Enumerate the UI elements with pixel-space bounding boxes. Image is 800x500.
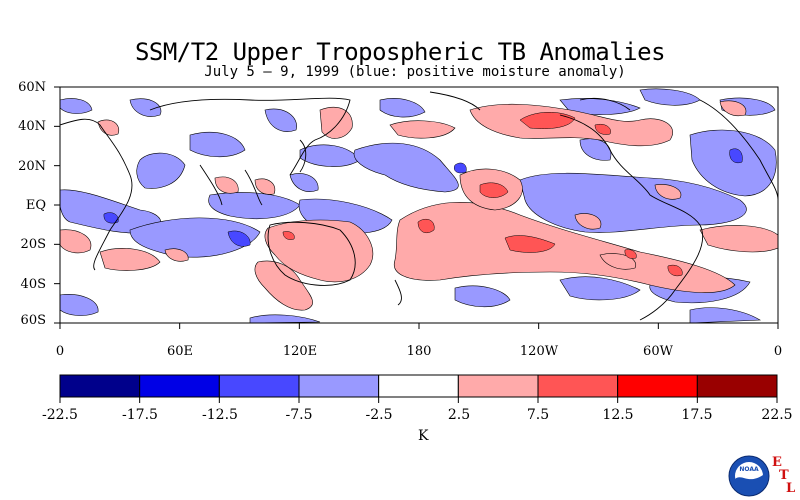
- x-tick-label: 60W: [643, 344, 673, 359]
- colorbar-label: 2.5: [447, 407, 471, 423]
- colorbar-label: -7.5: [285, 407, 313, 423]
- colorbar-label: -17.5: [122, 407, 158, 423]
- colorbar-swatch: [298, 374, 380, 398]
- y-tick-label: 40N: [18, 119, 46, 134]
- x-tick-label: 120E: [282, 344, 318, 359]
- strong-negative-cores: [103, 148, 743, 247]
- colorbar-swatch: [537, 374, 619, 398]
- logo-agency-text: NOAA: [739, 466, 759, 473]
- map-subtitle: July 5 – 9, 1999 (blue: positive moistur…: [204, 64, 626, 80]
- y-tick-label: 40S: [20, 277, 46, 292]
- noaa-logo: NOAA: [728, 455, 770, 497]
- colorbar-label: 17.5: [681, 407, 713, 423]
- x-tick-label: 120W: [519, 344, 559, 359]
- x-tick-label: 0: [773, 344, 783, 359]
- y-tick-label: 60S: [20, 313, 46, 328]
- colorbar-unit: K: [418, 428, 429, 444]
- y-tick-label: 20N: [18, 159, 46, 174]
- logo-letter-l: L: [786, 481, 796, 496]
- colorbar-label: 12.5: [602, 407, 634, 423]
- anomaly-field: [60, 88, 778, 323]
- colorbar-label: 7.5: [526, 407, 550, 423]
- colorbar-swatch: [59, 374, 141, 398]
- y-tick-label: 20S: [20, 237, 46, 252]
- colorbar-swatch: [378, 374, 459, 398]
- coastlines: [60, 91, 778, 321]
- logo-letter-e: E: [772, 455, 782, 470]
- colorbar-swatch: [139, 374, 220, 398]
- y-tick-label: EQ: [25, 198, 46, 213]
- colorbar-label: -22.5: [42, 407, 78, 423]
- colorbar-swatch: [457, 374, 539, 398]
- colorbar-swatch: [617, 374, 698, 398]
- strong-positive-cores: [282, 112, 683, 277]
- colorbar-label: 22.5: [761, 407, 793, 423]
- x-tick-label: 180: [406, 344, 432, 359]
- logo-letter-t: T: [779, 468, 789, 483]
- x-tick-label: 60E: [166, 344, 194, 359]
- colorbar-swatch: [218, 374, 300, 398]
- x-tick-label: 0: [55, 344, 65, 359]
- axis-ticks: [54, 86, 779, 329]
- y-tick-label: 60N: [18, 80, 46, 95]
- map-title: SSM/T2 Upper Tropospheric TB Anomalies: [134, 38, 666, 66]
- colorbar-label: -12.5: [202, 407, 238, 423]
- colorbar-label: -2.5: [365, 407, 393, 423]
- colorbar-swatch: [696, 374, 778, 398]
- positive-anomaly-regions: [60, 100, 778, 311]
